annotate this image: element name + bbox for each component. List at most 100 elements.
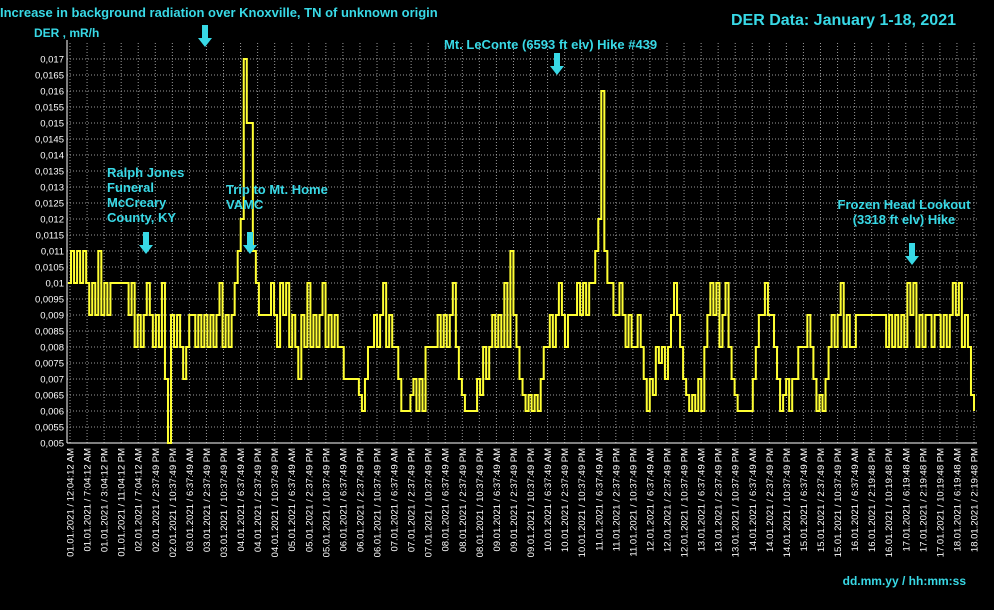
y-tick-label: 0,0075 [35,359,64,370]
x-tick-label: 04.01.2021 / 6:37:49 AM [236,448,247,552]
annotation-line: Frozen Head Lookout [837,197,971,212]
x-tick-label: 10.01.2021 / 6:37:49 AM [543,448,554,552]
annotation-arrows [139,25,919,265]
y-tick-label: 0,016 [40,87,64,98]
x-tick-label: 01.01.2021 / 11:04:12 PM [117,448,128,557]
y-tick-label: 0,0125 [35,199,64,210]
y-tick-label: 0,008 [40,343,64,354]
x-tick-label: 13.01.2021 / 6:37:49 AM [697,448,708,552]
y-tick-label: 0,015 [40,119,64,130]
x-tick-label: 08.01.2021 / 6:37:49 AM [441,448,452,552]
x-tick-label: 08.01.2021 / 2:37:49 PM [458,448,469,552]
y-tick-label: 0,017 [40,55,64,66]
x-tick-label: 01.01.2021 / 3:04:12 PM [100,448,111,552]
arrow-down-icon [905,243,919,265]
x-tick-label: 07.01.2021 / 2:37:49 PM [407,448,418,552]
x-tick-label: 06.01.2021 / 2:37:49 PM [355,448,366,552]
annotation-mt-home: Trip to Mt. Home VAMC [226,182,328,212]
annotation-line: VAMC [226,197,264,212]
x-tick-label: 18.01.2021 / 6:19:48 AM [952,448,963,552]
x-tick-label: 02.01.2021 / 7:04:12 AM [134,448,145,552]
y-tick-label: 0,0105 [35,263,64,274]
y-tick-label: 0,0065 [35,391,64,402]
y-tick-label: 0,013 [40,183,64,194]
x-axis-label: dd.mm.yy / hh:mm:ss [843,574,967,588]
x-tick-label: 15.01.2021 / 2:37:49 PM [816,448,827,552]
annotation-line: Mt. LeConte (6593 ft elv) Hike #439 [444,37,658,52]
x-tick-label: 02.01.2021 / 10:37:49 PM [168,448,179,557]
arrow-down-icon [550,53,564,75]
annotation-line: County, KY [107,210,177,225]
y-tick-label: 0,011 [41,247,64,258]
x-tick-label: 11.01.2021 / 6:37:49 AM [594,448,605,551]
x-tick-label: 16.01.2021 / 2:19:48 PM [867,448,878,552]
x-tick-label: 06.01.2021 / 6:37:49 AM [338,448,349,552]
y-tick-label: 0,012 [40,215,64,226]
y-axis-label: DER , mR/h [34,26,99,40]
x-tick-label: 16.01.2021 / 10:19:48 PM [884,448,895,557]
x-tick-label: 13.01.2021 / 10:37:49 PM [731,448,742,557]
y-tick-label: 0,0085 [35,327,64,338]
axes [66,40,977,444]
y-tick-label: 0,0165 [35,71,64,82]
x-tick-label: 07.01.2021 / 6:37:49 AM [390,448,401,552]
annotation-line: Trip to Mt. Home [226,182,328,197]
y-tick-label: 0,006 [40,407,64,418]
x-tick-label: 03.01.2021 / 6:37:49 AM [185,448,196,552]
x-tick-label: 12.01.2021 / 10:37:49 PM [680,448,691,557]
x-tick-label: 04.01.2021 / 2:37:49 PM [253,448,264,552]
annotation-mt-leconte: Mt. LeConte (6593 ft elv) Hike #439 [444,37,657,52]
x-tick-label: 14.01.2021 / 2:37:49 PM [765,448,776,552]
series-der [68,58,975,444]
subtitle: Increase in background radiation over Kn… [0,5,438,20]
x-tick-label: 13.01.2021 / 2:37:49 PM [714,448,725,552]
annotation-line: (3318 ft elv) Hike [852,212,956,227]
x-tick-label: 18.01.2021 / 2:19:48 PM [970,448,981,552]
chart-title: DER Data: January 1-18, 2021 [731,12,956,29]
x-tick-labels: 01.01.2021 / 12:04:12 AM 01.01.2021 / 7:0… [66,448,981,557]
x-tick-label: 03.01.2021 / 10:37:49 PM [219,448,230,557]
x-tick-label: 14.01.2021 / 10:37:49 PM [782,448,793,557]
x-tick-label: 16.01.2021 / 6:37:49 AM [850,448,861,552]
x-tick-label: 10.01.2021 / 10:37:49 PM [577,448,588,557]
x-tick-label: 10.01.2021 / 2:37:49 PM [560,448,571,552]
annotation-frozen-head: Frozen Head Lookout (3318 ft elv) Hike [834,197,974,227]
x-tick-label: 05.01.2021 / 10:37:49 PM [321,448,332,557]
x-tick-label: 05.01.2021 / 6:37:49 AM [287,448,298,552]
x-tick-label: 09.01.2021 / 6:37:49 AM [492,448,503,552]
y-tick-label: 0,0155 [35,103,64,114]
y-tick-label: 0,007 [40,375,64,386]
arrow-down-icon [139,232,153,254]
x-tick-label: 15.01.2021 / 10:37:49 PM [833,448,844,557]
x-tick-label: 03.01.2021 / 2:37:49 PM [202,448,213,552]
series-line [68,58,975,444]
annotation-line: Ralph Jones [107,165,185,180]
x-tick-label: 08.01.2021 / 10:37:49 PM [475,448,486,557]
arrow-down-icon [243,232,257,254]
x-tick-label: 01.01.2021 / 12:04:12 AM [66,448,77,557]
x-tick-label: 11.01.2021 / 2:37:49 PM [611,448,622,551]
x-tick-label: 06.01.2021 / 10:37:49 PM [373,448,384,557]
y-tick-label: 0,0145 [35,135,64,146]
annotation-ralph-jones: Ralph Jones Funeral McCreary County, KY [107,165,184,225]
annotation-line: McCreary [107,195,167,210]
x-tick-label: 17.01.2021 / 10:19:48 PM [935,448,946,557]
x-tick-label: 07.01.2021 / 10:37:49 PM [424,448,435,557]
x-tick-label: 11.01.2021 / 10:37:49 PM [628,448,639,557]
y-tick-labels: 0,005 0,0055 0,006 0,0065 0,007 0,0075 0,008 0,… [35,55,64,450]
y-tick-label: 0,0095 [35,295,64,306]
y-tick-label: 0,014 [40,151,64,162]
x-tick-label: 12.01.2021 / 2:37:49 PM [662,448,673,552]
y-tick-label: 0,009 [40,311,64,322]
x-tick-label: 04.01.2021 / 10:37:49 PM [270,448,281,557]
x-tick-label: 01.01.2021 / 7:04:12 AM [83,448,94,552]
x-tick-label: 15.01.2021 / 6:37:49 AM [799,448,810,552]
x-tick-label: 02.01.2021 / 2:37:49 PM [151,448,162,552]
x-tick-label: 17.01.2021 / 6:19:48 AM [901,448,912,552]
annotation-line: Funeral [107,180,154,195]
y-tick-label: 0,0055 [35,423,64,434]
x-tick-label: 17.01.2021 / 2:19:48 PM [918,448,929,552]
arrow-down-icon [198,25,212,47]
x-tick-label: 09.01.2021 / 2:37:49 PM [509,448,520,552]
